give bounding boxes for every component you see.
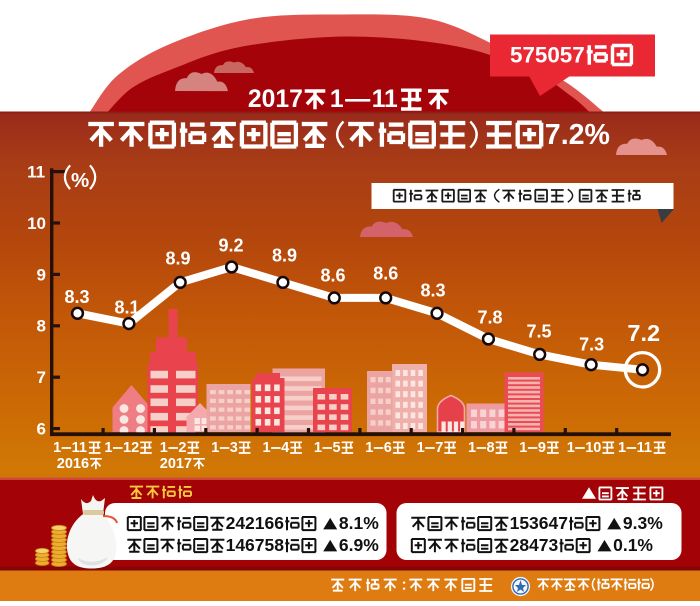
svg-text:7.8: 7.8 <box>478 308 503 328</box>
svg-text:7.2: 7.2 <box>627 320 660 346</box>
svg-text:153647: 153647 <box>510 513 568 533</box>
svg-text:1: 1 <box>314 440 322 456</box>
svg-text:1: 1 <box>104 440 112 456</box>
svg-text:7: 7 <box>435 440 443 456</box>
svg-text:4: 4 <box>281 440 289 456</box>
svg-text:242166: 242166 <box>226 513 285 533</box>
svg-text:10: 10 <box>27 214 46 233</box>
svg-text:1: 1 <box>519 440 527 456</box>
svg-text:8.1: 8.1 <box>115 298 140 318</box>
svg-text:%: % <box>71 169 89 192</box>
svg-text:1: 1 <box>211 440 219 456</box>
svg-text:8.6: 8.6 <box>321 266 346 286</box>
svg-text:8.3: 8.3 <box>421 281 446 301</box>
svg-text:1: 1 <box>53 440 61 456</box>
svg-text:2016: 2016 <box>57 456 89 472</box>
svg-text:1: 1 <box>567 440 575 456</box>
svg-text:28473: 28473 <box>510 535 559 555</box>
svg-text:6.9%: 6.9% <box>339 535 379 555</box>
svg-text:8.6: 8.6 <box>373 264 398 284</box>
svg-text:8: 8 <box>487 440 495 456</box>
svg-text:5: 5 <box>333 440 341 456</box>
svg-text:7: 7 <box>37 368 46 387</box>
svg-text:1: 1 <box>417 440 425 456</box>
svg-text:9: 9 <box>37 265 46 284</box>
svg-text:1: 1 <box>468 440 476 456</box>
svg-text:1: 1 <box>263 440 271 456</box>
svg-text:8.3: 8.3 <box>65 287 90 307</box>
svg-text:1: 1 <box>330 86 344 113</box>
svg-text:575057: 575057 <box>510 43 585 68</box>
svg-text:0.1%: 0.1% <box>613 535 653 555</box>
svg-text:9.3%: 9.3% <box>623 513 663 533</box>
svg-text:2017: 2017 <box>248 86 303 113</box>
svg-text:7.3: 7.3 <box>579 335 604 355</box>
svg-text:1: 1 <box>365 440 373 456</box>
svg-text:11: 11 <box>27 163 45 182</box>
svg-text:10: 10 <box>585 440 601 456</box>
svg-text:2: 2 <box>178 440 186 456</box>
svg-text:12: 12 <box>123 440 139 456</box>
svg-text:8.1%: 8.1% <box>339 513 379 533</box>
svg-text:9.2: 9.2 <box>219 236 244 256</box>
svg-text:2017: 2017 <box>160 456 192 472</box>
svg-text:1: 1 <box>160 440 168 456</box>
svg-text:146758: 146758 <box>226 535 285 555</box>
svg-text:6: 6 <box>384 440 392 456</box>
svg-text:11: 11 <box>637 440 652 456</box>
svg-text:11: 11 <box>72 440 87 456</box>
svg-text:8: 8 <box>37 317 46 336</box>
svg-text:8.9: 8.9 <box>166 249 191 269</box>
svg-text:8.9: 8.9 <box>272 246 297 266</box>
svg-text:6: 6 <box>37 420 46 439</box>
svg-text:9: 9 <box>538 440 546 456</box>
svg-text:1: 1 <box>618 440 626 456</box>
svg-text:3: 3 <box>230 440 238 456</box>
svg-text:11: 11 <box>372 86 398 113</box>
svg-text:7.2%: 7.2% <box>545 119 610 151</box>
svg-text:7.5: 7.5 <box>527 322 552 342</box>
